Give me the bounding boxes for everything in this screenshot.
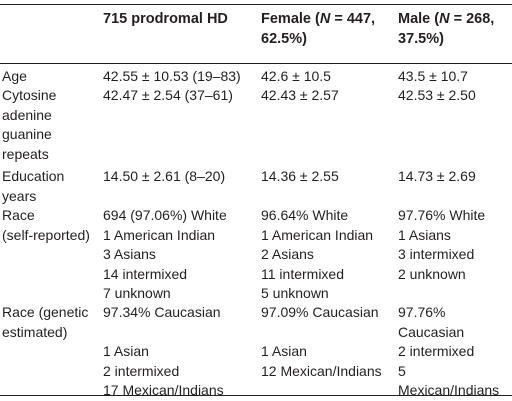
cell-race-self-male: 97.76% White 1 Asians 3 intermixed 2 unk… <box>398 207 486 282</box>
table-bottom-rule <box>0 395 512 396</box>
cell-race-self-total: 694 (97.06%) White 1 American Indian 3 A… <box>103 207 227 301</box>
cell-age-male: 43.5 ± 10.7 <box>398 68 468 84</box>
cell-education-male: 14.73 ± 2.69 <box>398 168 476 184</box>
header-female: Female (N = 447, 62.5%) <box>261 9 396 49</box>
row-label-education-years: Education years <box>2 168 65 204</box>
cell-race-genetic-female: 97.09% Caucasian 1 Asian 12 Mexican/Indi… <box>261 304 382 379</box>
cell-race-genetic-total: 97.34% Caucasian 1 Asian 2 intermixed 17… <box>103 304 224 398</box>
row-label-race-genetic: Race (genetic estimated) <box>2 304 89 340</box>
row-label-race-self-reported: Race (self-reported) <box>2 207 90 243</box>
cell-race-genetic-male: 97.76% Caucasian 2 intermixed 5 Mexican/… <box>398 304 500 398</box>
header-female-suffix: = 447, 62.5%) <box>261 11 376 47</box>
header-male-prefix: Male ( <box>398 11 440 27</box>
table-top-rule <box>0 4 512 5</box>
row-label-cag-repeats: Cytosine adenine guanine repeats <box>2 87 57 162</box>
header-female-prefix: Female ( <box>261 11 320 27</box>
cell-education-total: 14.50 ± 2.61 (8–20) <box>103 168 226 184</box>
header-male-n: N <box>439 11 450 27</box>
cell-education-female: 14.36 ± 2.55 <box>261 168 339 184</box>
cell-race-self-female: 96.64% White 1 American Indian 2 Asians … <box>261 207 374 301</box>
header-female-n: N <box>319 11 331 27</box>
row-label-age: Age <box>2 68 27 84</box>
cell-age-total: 42.55 ± 10.53 (19–83) <box>103 68 241 84</box>
cell-cag-female: 42.43 ± 2.57 <box>261 87 339 103</box>
header-male: Male (N = 268, 37.5%) <box>398 9 510 49</box>
cell-age-female: 42.6 ± 10.5 <box>261 68 331 84</box>
table-header-rule <box>0 63 512 64</box>
cell-cag-total: 42.47 ± 2.54 (37–61) <box>103 87 233 103</box>
header-male-suffix: = 268, 37.5%) <box>398 11 495 47</box>
cell-cag-male: 42.53 ± 2.50 <box>398 87 476 103</box>
header-715-prodromal-hd: 715 prodromal HD <box>103 11 228 27</box>
